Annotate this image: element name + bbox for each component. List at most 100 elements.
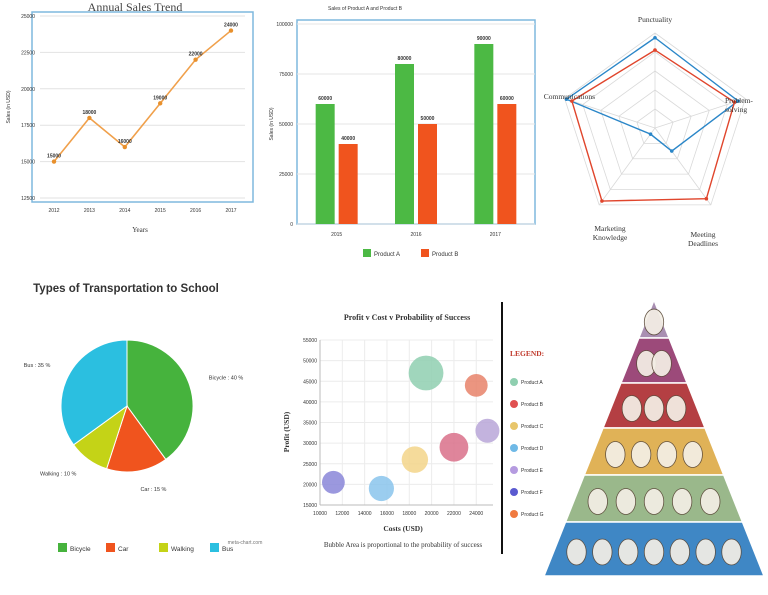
y-tick-label: 45000 [303, 379, 317, 385]
legend-label: Product B [521, 402, 544, 408]
x-tick-label: 2017 [490, 232, 501, 238]
radar-axis-label: Marketing Knowledge [593, 224, 628, 242]
chart-title: Sales of Product A and Product B [328, 6, 403, 12]
radar-grid-ring [618, 89, 692, 160]
pasta-icon [700, 488, 721, 515]
plot-frame [31, 11, 254, 203]
pie-slice-label: Bicycle : 40 % [209, 375, 244, 381]
data-point [122, 144, 128, 150]
nuts-icon [666, 395, 687, 422]
legend-title: LEGEND: [510, 349, 544, 358]
radar-point [669, 149, 674, 153]
caption: Bubble Area is proportional to the proba… [324, 541, 483, 549]
bubble [321, 470, 345, 494]
legend-label: Walking [171, 546, 194, 553]
salt-shaker-icon [643, 308, 665, 336]
x-tick-label: 18000 [402, 511, 416, 517]
legend-swatch [421, 249, 429, 257]
broccoli-icon [592, 538, 613, 566]
legend-marker [510, 378, 518, 386]
line-chart: Annual Sales Trend 12500 15000 17500 20000 22… [6, 0, 254, 234]
data-point [51, 159, 57, 164]
x-tick-label: 2012 [48, 208, 59, 214]
egg-icon [643, 395, 665, 422]
cherry-icon [721, 538, 742, 566]
y-tick-label: 25000 [303, 462, 317, 468]
radar-axis-label: Communications [544, 92, 595, 101]
radar-grid-ring [564, 32, 746, 206]
y-axis-title: Sales (in USD) [269, 107, 275, 140]
data-label: 40000 [341, 136, 355, 142]
food-pyramid-panel [540, 290, 768, 590]
legend-swatch [58, 543, 67, 552]
radar-point [600, 199, 604, 203]
y-tick-label: 20000 [21, 87, 35, 93]
radar-axis-label-line: Problem- [725, 96, 753, 105]
pyramid-level [583, 427, 725, 476]
milk-icon [605, 441, 626, 468]
radar-axis-label: Meeting Deadlines [688, 230, 718, 248]
y-tick-label: 35000 [303, 421, 317, 427]
legend-label: Product D [521, 446, 544, 452]
x-tick-label: 2015 [155, 208, 166, 214]
radar-axis-label-line: Punctuality [638, 15, 672, 24]
banana-icon [695, 538, 716, 566]
pie-slice-label: Walking : 10 % [40, 472, 77, 478]
chart-title: Profit v Cost v Probability of Success [344, 313, 470, 322]
bubble [439, 432, 469, 462]
x-tick-label: 2016 [190, 208, 201, 214]
pie-slice [126, 339, 194, 461]
data-label: 90000 [477, 36, 491, 42]
y-tick-label: 25000 [279, 172, 293, 178]
legend-marker [510, 466, 518, 474]
credit-label: meta-chart.com [228, 540, 263, 546]
bubble [475, 418, 500, 443]
radar-axis-label-line: Marketing [594, 224, 625, 233]
series-line [53, 29, 232, 163]
radar-axis-label-line: Knowledge [593, 233, 628, 242]
radar-point [648, 132, 653, 136]
data-point [228, 28, 234, 33]
bar-chart: Sales of Product A and Product B 0 25000 50… [269, 6, 536, 258]
data-label: 16000 [118, 139, 132, 145]
x-tick-label: 2014 [119, 208, 130, 214]
radar-grid-ring [582, 51, 728, 190]
radar-grid-ring [636, 108, 674, 144]
y-tick-label: 55000 [303, 338, 317, 344]
radar-axis-label-line: Deadlines [688, 239, 718, 248]
bar [315, 104, 335, 224]
radar-point [736, 99, 740, 103]
bar [497, 104, 517, 224]
chart-title: Types of Transportation to School [33, 283, 219, 295]
steak-icon [621, 395, 642, 422]
yogurt-icon [656, 441, 678, 468]
data-label: 22000 [189, 52, 203, 58]
radar-axis-label: Punctuality [638, 15, 672, 24]
legend-marker [510, 400, 518, 408]
y-axis-title: Sales (in USD) [6, 90, 12, 123]
legend-label: Car [118, 546, 129, 553]
legend-label: Product F [521, 490, 543, 496]
radar-point [653, 35, 657, 40]
y-tick-label: 17500 [21, 123, 35, 129]
y-tick-label: 12500 [21, 196, 35, 202]
radar-spoke [598, 127, 656, 206]
pie-slice-label: Bus : 35 % [24, 363, 51, 369]
radar-point [653, 48, 657, 52]
data-label: 60000 [500, 96, 514, 102]
y-tick-label: 100000 [276, 22, 293, 28]
y-tick-label: 30000 [303, 441, 317, 447]
eggplant-icon [669, 538, 690, 566]
legend-label: Product E [521, 468, 544, 474]
radar-axis-label-line: solving [725, 105, 747, 114]
radar-chart-panel: Punctuality Problem-solving Meeting Deadlin… [540, 0, 768, 260]
bar [395, 64, 414, 224]
legend-swatch [106, 543, 115, 552]
x-tick-label: 14000 [358, 511, 372, 517]
bar [338, 144, 358, 224]
radar-spoke [564, 98, 656, 129]
bubble-chart-panel: Profit v Cost v Probability of Success 15… [255, 292, 555, 562]
data-label: 50000 [421, 116, 435, 122]
y-tick-label: 40000 [303, 400, 317, 406]
data-label: 18000 [82, 110, 96, 116]
